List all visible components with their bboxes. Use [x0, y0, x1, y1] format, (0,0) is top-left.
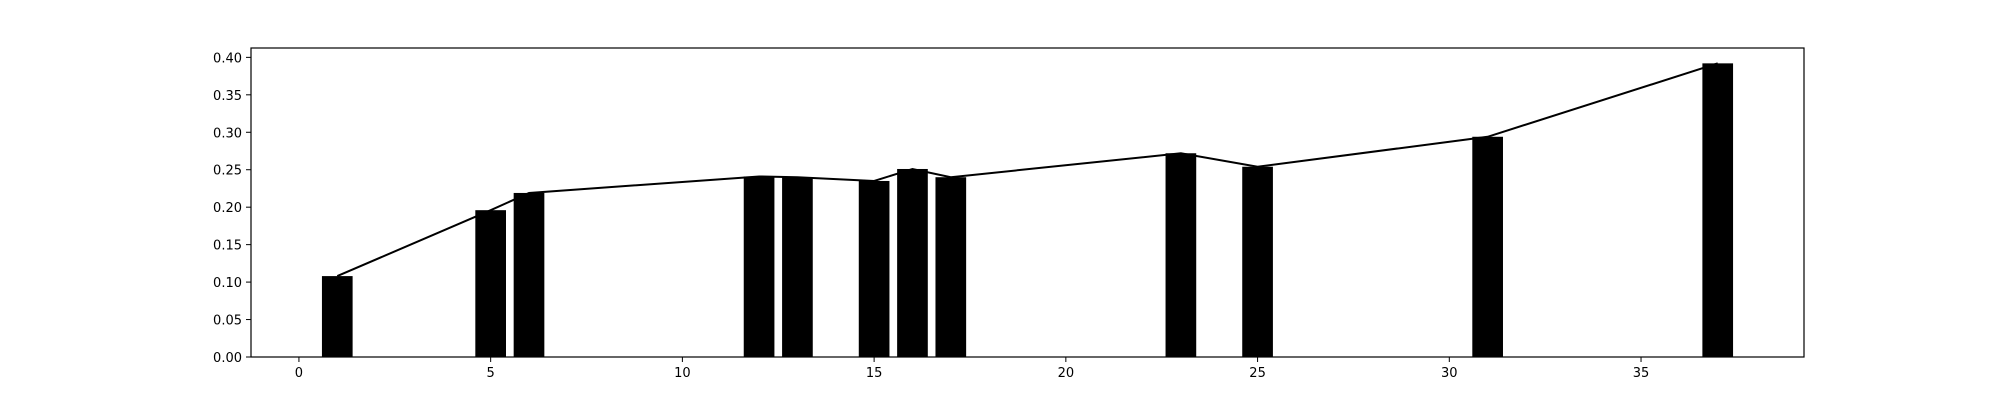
y-tick-label: 0.00: [213, 351, 242, 366]
bar: [858, 180, 890, 357]
x-tick-label: 20: [1058, 366, 1075, 381]
y-tick-label: 0.25: [213, 164, 242, 179]
x-tick-label: 0: [295, 366, 303, 381]
line-group: [336, 62, 1719, 278]
y-tick-label: 0.40: [213, 51, 242, 66]
bar: [475, 210, 506, 357]
y-tick-label: 0.30: [213, 126, 242, 141]
y-tick-label: 0.05: [213, 314, 242, 329]
bar: [1702, 63, 1734, 358]
bars-group: [321, 63, 1734, 358]
bar: [743, 176, 775, 357]
bar: [1472, 136, 1503, 357]
x-tick-label: 30: [1441, 366, 1458, 381]
y-tick-label: 0.15: [213, 239, 242, 254]
bar: [897, 168, 928, 357]
series-line: [336, 62, 1719, 278]
y-tick-label: 0.20: [213, 201, 242, 216]
x-tick-label: 35: [1633, 366, 1650, 381]
bar: [321, 276, 353, 357]
bar: [1242, 166, 1273, 357]
plot-frame: [250, 47, 1805, 358]
y-tick-label: 0.10: [213, 276, 242, 291]
x-tick-label: 15: [866, 366, 883, 381]
bar: [782, 177, 813, 357]
x-tick-label: 10: [674, 366, 691, 381]
axes-group: 0 5 10 15 20 25 30 35 0.00 0.05 0.10 0.15 0.20 0.25 0.…: [213, 47, 1805, 381]
bar: [935, 177, 967, 357]
x-tick-label: 25: [1249, 366, 1266, 381]
bar: [1165, 153, 1197, 357]
x-tick-label: 5: [487, 366, 495, 381]
y-tick-label: 0.35: [213, 89, 242, 104]
bar: [513, 192, 545, 357]
